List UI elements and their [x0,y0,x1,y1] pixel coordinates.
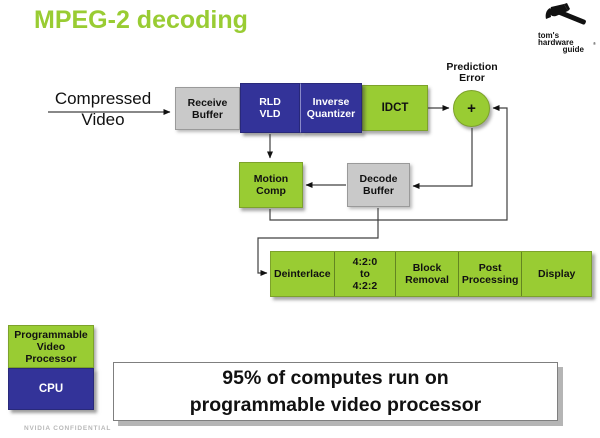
output-pipeline-row: Deinterlace 4:2:0 to 4:2:2 Block Removal… [270,251,592,297]
display-box: Display [521,252,591,296]
receive-buffer-box: Receive Buffer [175,87,240,130]
callout-banner: 95% of computes run on programmable vide… [113,362,558,421]
block-removal-box: Block Removal [395,252,458,296]
logo-line-2: hardware [538,38,574,47]
arrow-adder-to-decodebuffer [412,128,473,189]
deinterlace-box: Deinterlace [273,268,331,280]
compressed-video-label: Compressed Video [54,89,152,129]
registered-mark: ® [593,41,596,46]
idct-box: IDCT [362,85,428,131]
toms-hardware-logo: tom's hardware guide ® [538,3,596,55]
chroma-conversion-box: 4:2:0 to 4:2:2 [333,252,396,296]
decode-buffer-box: Decode Buffer [347,163,410,207]
logo-line-1: tom's [538,31,560,40]
post-processing-box: Post Processing [457,252,522,296]
hammer-icon [545,3,586,25]
logo-text: tom's hardware guide [538,31,590,54]
programmable-video-processor-box: Programmable Video Processor [8,325,94,368]
inverse-quantizer-box: Inverse Quantizer [300,83,362,133]
prediction-error-label: Prediction Error [446,61,498,84]
cpu-box: CPU [8,368,94,410]
confidential-footer: NVIDIA CONFIDENTIAL [24,425,112,432]
motion-comp-box: Motion Comp [239,162,303,208]
logo-line-3: guide [562,45,584,54]
page-title: MPEG-2 decoding [34,6,248,34]
adder-node: + [453,90,490,127]
rld-vld-box: RLD VLD [240,83,300,133]
